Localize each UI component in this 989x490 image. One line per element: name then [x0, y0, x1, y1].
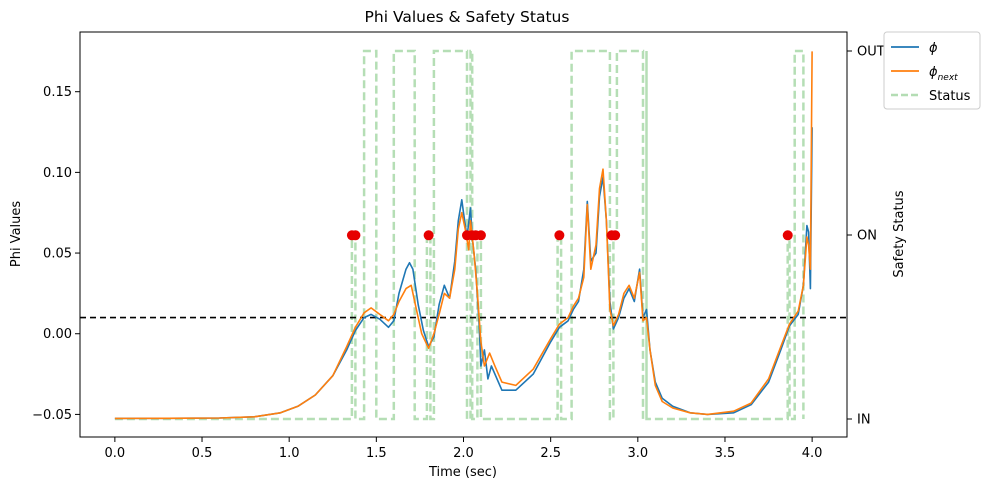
status-change-marker	[350, 230, 361, 241]
legend-entry-label: Status	[929, 89, 971, 104]
x-axis-ticks: 0.0 0.5 1.0 1.5 2.0 2.5 3.0 3.5 4.0	[105, 437, 823, 461]
x-tick-label: 1.0	[279, 446, 300, 461]
y2-tick-label: ON	[857, 229, 877, 244]
y-tick-label: 0.00	[43, 327, 72, 342]
x-tick-label: 4.0	[802, 446, 823, 461]
status-change-marker	[554, 230, 565, 241]
series-status-line	[114, 49, 805, 421]
legend-entry-label: ϕ	[929, 41, 938, 56]
legend-entry-label: ϕnext	[929, 65, 958, 83]
chart-title: Phi Values & Safety Status	[365, 8, 570, 26]
plot-frame	[79, 31, 848, 438]
legend-frame	[883, 31, 981, 110]
x-tick-label: 3.0	[627, 446, 648, 461]
x-tick-label: 0.0	[105, 446, 126, 461]
x-tick-label: 0.5	[192, 446, 213, 461]
y-tick-label: 0.15	[43, 85, 72, 100]
legend: ϕ ϕnext Status	[883, 31, 981, 110]
y2-tick-label: IN	[857, 413, 871, 428]
x-tick-label: 3.5	[715, 446, 736, 461]
status-change-marker	[423, 230, 434, 241]
y2-axis-ticks: IN ON OUT	[847, 45, 885, 428]
series-phi-next-line	[114, 51, 813, 420]
x-tick-label: 2.5	[540, 446, 561, 461]
y2-tick-label: OUT	[857, 45, 885, 60]
status-change-marker	[475, 230, 486, 241]
status-change-marker	[782, 230, 793, 241]
x-tick-label: 2.0	[453, 446, 474, 461]
x-tick-label: 1.5	[366, 446, 387, 461]
status-change-marker	[610, 230, 621, 241]
x-axis-label: Time (sec)	[428, 465, 497, 480]
plot-series	[80, 49, 847, 421]
y-tick-label: 0.10	[43, 166, 72, 181]
series-phi-line	[114, 127, 813, 420]
y-tick-label: −0.05	[32, 408, 72, 423]
y-tick-label: 0.05	[43, 247, 72, 262]
y-axis-label: Phi Values	[9, 201, 24, 268]
y-axis-ticks: −0.05 0.00 0.05 0.10 0.15	[32, 85, 80, 423]
y2-axis-label: Safety Status	[892, 190, 907, 277]
